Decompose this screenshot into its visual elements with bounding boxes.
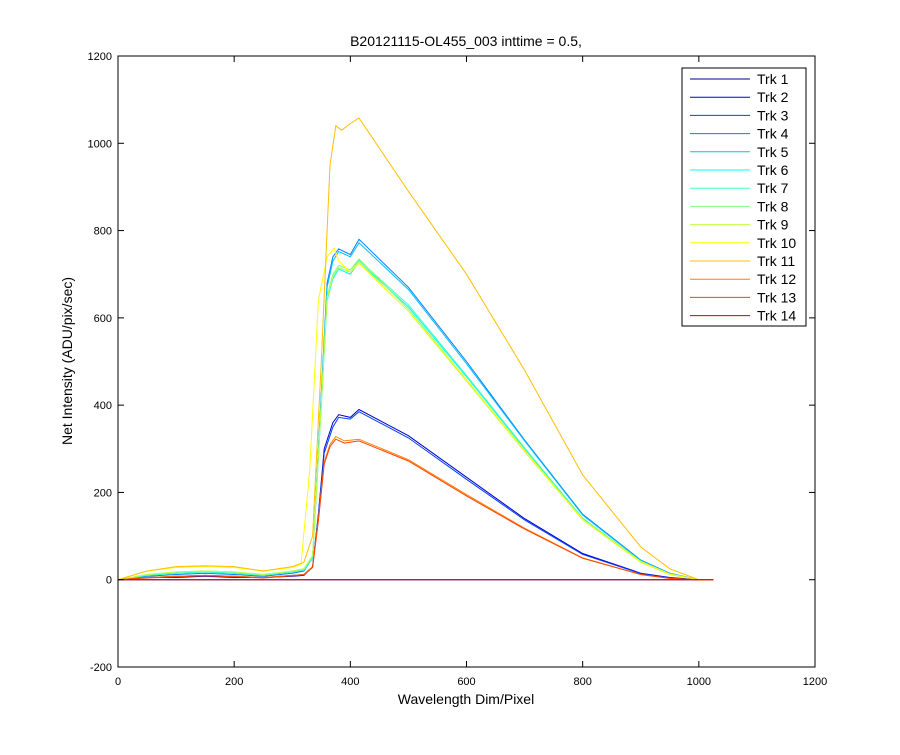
legend-label-trk-13: Trk 13 xyxy=(757,289,796,305)
legend: Trk 1 Trk 2 Trk 3 Trk 4 Trk 5 Trk 6 Trk 7 Trk 8… xyxy=(681,67,807,327)
y-tick-label: 600 xyxy=(94,313,112,325)
y-tick-label: -200 xyxy=(90,662,112,674)
legend-label-trk-1: Trk 1 xyxy=(757,71,789,87)
x-tick-label: 800 xyxy=(573,676,591,688)
y-tick-label: 1200 xyxy=(88,51,112,63)
tick-layer: 0 200 400 600 800 1000 1200-200020040060080010… xyxy=(88,51,828,688)
legend-label-trk-6: Trk 6 xyxy=(757,162,789,178)
x-tick-label: 1200 xyxy=(803,676,827,688)
x-tick-label: 600 xyxy=(457,676,475,688)
legend-label-trk-8: Trk 8 xyxy=(757,198,789,214)
legend-items: Trk 1 Trk 2 Trk 3 Trk 4 Trk 5 Trk 6 Trk 7 Trk 8… xyxy=(690,71,796,324)
x-tick-label: 0 xyxy=(115,676,121,688)
x-tick-label: 1000 xyxy=(687,676,711,688)
y-tick-label: 0 xyxy=(106,575,112,587)
series-line-trk-11 xyxy=(117,117,714,581)
legend-label-trk-3: Trk 3 xyxy=(757,107,789,123)
series-layer xyxy=(117,117,714,581)
legend-label-trk-10: Trk 10 xyxy=(757,235,796,251)
legend-label-trk-2: Trk 2 xyxy=(757,89,789,105)
series-line-trk-13 xyxy=(117,438,714,581)
x-axis-label: Wavelength Dim/Pixel xyxy=(398,691,534,707)
chart-title: B20121115-OL455_003 inttime = 0.5, xyxy=(350,33,582,49)
y-tick-label: 400 xyxy=(94,400,112,412)
series-line-trk-10 xyxy=(117,246,714,581)
legend-label-trk-9: Trk 9 xyxy=(757,217,789,233)
legend-label-trk-5: Trk 5 xyxy=(757,144,789,160)
y-tick-label: 1000 xyxy=(88,138,112,150)
x-tick-label: 400 xyxy=(341,676,359,688)
y-tick-label: 800 xyxy=(94,226,112,238)
legend-label-trk-12: Trk 12 xyxy=(757,271,796,287)
series-line-trk-4 xyxy=(117,238,714,581)
legend-box xyxy=(681,67,807,327)
legend-label-trk-11: Trk 11 xyxy=(757,253,795,269)
x-tick-label: 200 xyxy=(225,676,243,688)
series-line-trk-2 xyxy=(117,408,714,581)
y-tick-label: 200 xyxy=(94,487,112,499)
legend-label-trk-7: Trk 7 xyxy=(757,180,789,196)
y-axis-label: Net Intensity (ADU/pix/sec) xyxy=(59,277,75,445)
legend-label-trk-4: Trk 4 xyxy=(757,126,789,142)
legend-label-trk-14: Trk 14 xyxy=(757,308,796,324)
